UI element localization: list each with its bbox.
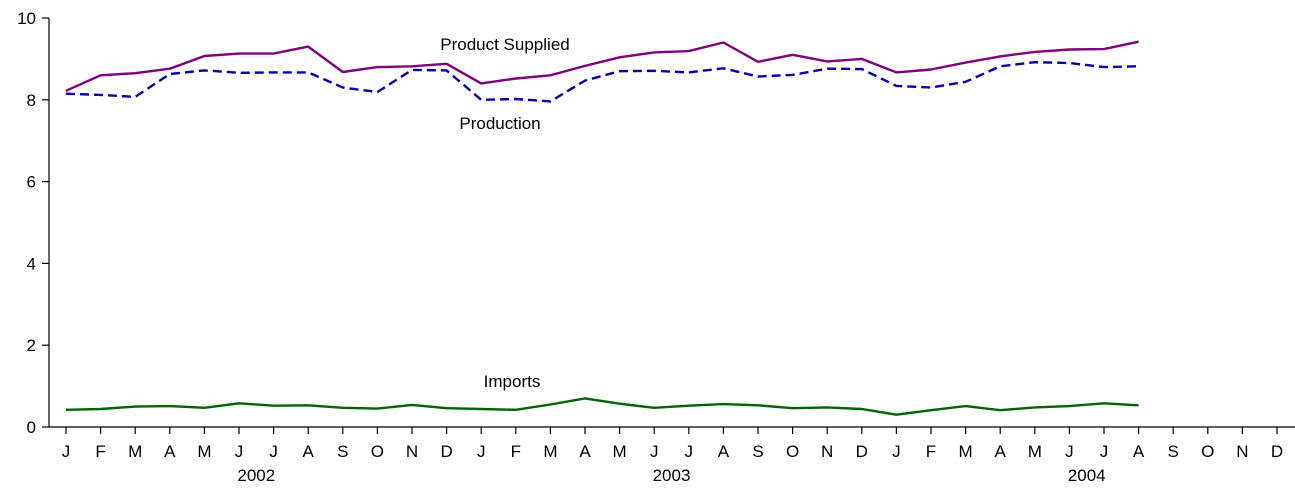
x-tick-label: S — [337, 442, 348, 461]
y-tick-label: 8 — [27, 91, 36, 110]
x-tick-label: F — [511, 442, 521, 461]
x-tick-label: A — [303, 442, 315, 461]
x-tick-label: D — [1271, 442, 1283, 461]
x-tick-label: O — [371, 442, 384, 461]
x-tick-label: A — [995, 442, 1007, 461]
x-tick-label: A — [718, 442, 730, 461]
series-line-imports — [65, 397, 1139, 416]
x-tick-label: J — [62, 442, 71, 461]
x-tick-label: J — [235, 442, 244, 461]
x-tick-label: D — [856, 442, 868, 461]
x-tick-label: A — [1133, 442, 1145, 461]
label-product-supplied: Product Supplied — [440, 35, 569, 54]
plot-area — [65, 40, 1139, 416]
x-tick-label: D — [440, 442, 452, 461]
x-tick-label: S — [752, 442, 763, 461]
axes: 0 2 4 6 8 10 J F M A M J J A S O N D J F M A M J J A S O N D J F M A M J J A S… — [17, 9, 1295, 485]
x-tick-label: N — [406, 442, 418, 461]
label-imports: Imports — [484, 372, 541, 391]
y-tick-label: 2 — [27, 336, 36, 355]
x-tick-label: N — [821, 442, 833, 461]
x-tick-label: J — [1065, 442, 1074, 461]
year-label: 2004 — [1068, 466, 1106, 485]
x-tick-label: J — [1100, 442, 1109, 461]
year-label: 2003 — [653, 466, 691, 485]
series-line-product-supplied — [65, 40, 1139, 92]
y-tick-label: 0 — [27, 418, 36, 437]
x-tick-label: J — [685, 442, 694, 461]
y-tick-label: 10 — [17, 9, 36, 28]
x-tick-label: J — [650, 442, 659, 461]
series-line-production — [65, 61, 1139, 103]
x-tick-label: F — [95, 442, 105, 461]
x-tick-label: M — [197, 442, 211, 461]
x-tick-label: M — [1028, 442, 1042, 461]
series-labels: Product Supplied Production Imports — [440, 35, 569, 391]
x-tick-label: M — [128, 442, 142, 461]
x-tick-label: O — [786, 442, 799, 461]
x-tick-label: M — [543, 442, 557, 461]
year-label: 2002 — [237, 466, 275, 485]
x-tick-label: S — [1168, 442, 1179, 461]
x-tick-label: O — [1201, 442, 1214, 461]
label-production: Production — [459, 114, 540, 133]
x-tick-label: N — [1236, 442, 1248, 461]
y-tick-label: 4 — [27, 254, 36, 273]
x-tick-label: F — [926, 442, 936, 461]
x-tick-label: M — [959, 442, 973, 461]
x-tick-label: J — [477, 442, 486, 461]
x-tick-label: M — [613, 442, 627, 461]
x-tick-label: A — [579, 442, 591, 461]
x-tick-label: A — [164, 442, 176, 461]
y-tick-label: 6 — [27, 173, 36, 192]
x-tick-label: J — [892, 442, 901, 461]
x-tick-label: J — [269, 442, 278, 461]
